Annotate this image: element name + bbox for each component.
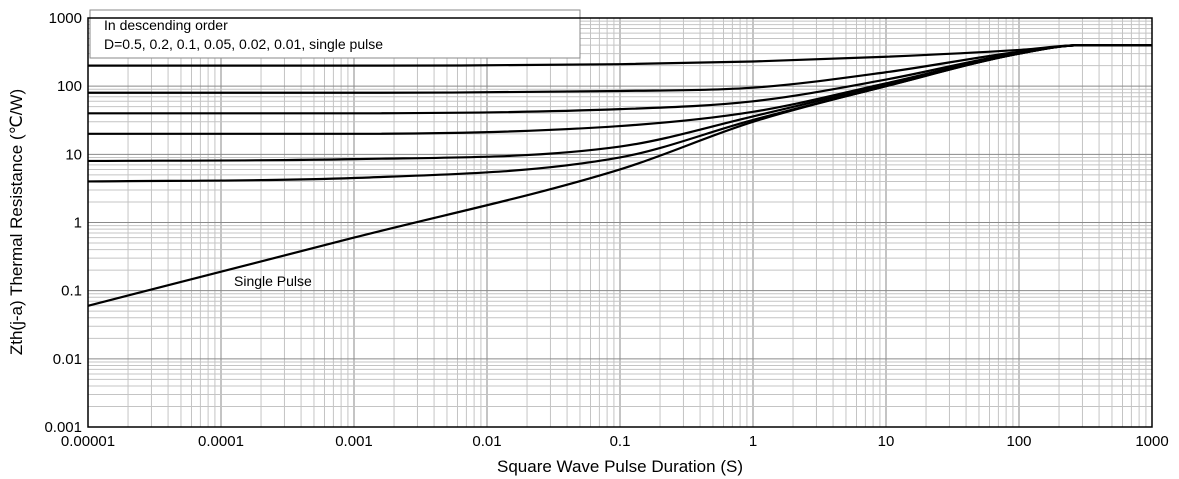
curves — [87, 44, 1152, 307]
x-tick-label: 0.0001 — [198, 433, 244, 450]
x-tick-label: 0.01 — [472, 433, 501, 450]
y-tick-label: 1 — [74, 215, 82, 232]
y-tick-label: 0.01 — [53, 351, 82, 368]
grid — [87, 18, 1152, 428]
x-tick-label: 10 — [878, 433, 895, 450]
y-tick-label: 10 — [65, 146, 82, 163]
y-tick-label: 0.001 — [44, 419, 82, 436]
x-tick-labels: 0.00001 0.0001 0.001 0.01 0.1 1 10 100 1000 — [61, 433, 1169, 450]
single-pulse-label: Single Pulse — [234, 273, 312, 289]
x-axis-title: Square Wave Pulse Duration (S) — [497, 457, 743, 476]
y-axis-title: Zth(j-a) Thermal Resistance (℃/W) — [7, 89, 26, 355]
y-tick-label: 100 — [57, 78, 82, 95]
x-tick-label: 1000 — [1135, 433, 1168, 450]
x-tick-label: 1 — [749, 433, 757, 450]
x-tick-label: 0.00001 — [61, 433, 115, 450]
y-tick-label: 0.1 — [61, 283, 82, 300]
y-tick-label: 1000 — [49, 10, 82, 27]
x-tick-label: 0.001 — [335, 433, 373, 450]
x-tick-label: 0.1 — [610, 433, 631, 450]
legend-line-1: In descending order — [104, 17, 228, 33]
y-tick-labels: 0.001 0.01 0.1 1 10 100 1000 — [44, 10, 82, 436]
legend-line-2: D=0.5, 0.2, 0.1, 0.05, 0.02, 0.01, singl… — [104, 36, 383, 52]
series-line-7 — [87, 44, 1152, 307]
plot-frame — [87, 17, 1153, 428]
x-tick-label: 100 — [1006, 433, 1031, 450]
